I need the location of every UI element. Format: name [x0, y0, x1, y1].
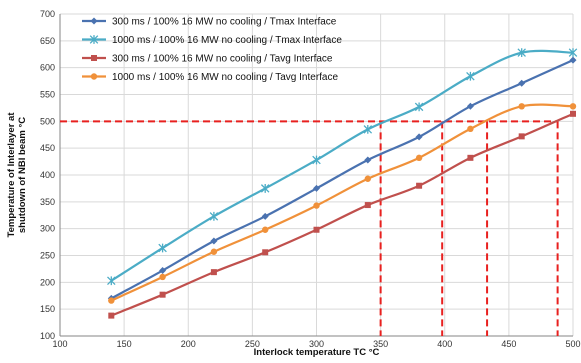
x-tick-label: 100 [52, 339, 67, 349]
y-axis-title-line: shutdown of NBI beam °C [17, 117, 28, 233]
data-point [261, 212, 269, 220]
legend-label: 1000 ms / 100% 16 MW no cooling / Tavg I… [112, 72, 338, 83]
x-tick-label: 450 [501, 339, 516, 349]
data-point [108, 312, 115, 319]
legend-marker [90, 73, 98, 80]
x-tick-label: 350 [373, 339, 388, 349]
x-tick-label: 300 [309, 339, 324, 349]
data-point [262, 249, 269, 256]
data-point [518, 79, 526, 87]
data-point [415, 133, 423, 141]
x-tick-label: 250 [245, 339, 260, 349]
legend-item: 300 ms / 100% 16 MW no cooling / Tmax In… [82, 17, 337, 28]
series-4 [108, 103, 577, 304]
data-point [158, 243, 167, 253]
data-point [209, 211, 219, 221]
data-point [210, 237, 218, 245]
data-point [312, 155, 321, 165]
series-line [110, 49, 574, 282]
legend-item: 300 ms / 100% 16 MW no cooling / Tavg In… [82, 54, 333, 65]
y-axis-title: Temperature of Interlayer atshutdown of … [6, 112, 28, 238]
y-tick-label: 100 [40, 331, 55, 341]
x-tick-label: 150 [117, 339, 132, 349]
data-point [518, 103, 525, 110]
x-tick-label: 400 [437, 339, 452, 349]
data-point [364, 202, 371, 209]
data-point [313, 226, 320, 233]
data-point [467, 125, 474, 133]
y-tick-label: 300 [40, 224, 55, 234]
data-point [569, 56, 577, 64]
y-tick-label: 150 [40, 304, 55, 314]
series-2 [107, 48, 578, 286]
data-point [364, 156, 372, 164]
data-point [159, 291, 166, 298]
x-tick-label: 200 [181, 339, 196, 349]
data-point [210, 248, 218, 255]
series-group [107, 48, 578, 319]
data-point [518, 133, 525, 140]
series-line [110, 59, 574, 300]
data-point [159, 267, 167, 275]
y-tick-label: 450 [40, 143, 55, 153]
x-axis-title: Interlock temperature TC °C [254, 347, 380, 358]
data-point [107, 276, 116, 286]
y-tick-label: 350 [40, 197, 55, 207]
data-point [415, 154, 423, 162]
data-point [568, 48, 578, 58]
data-point [210, 269, 217, 276]
reference-lines [60, 120, 559, 336]
x-tick-label: 500 [565, 339, 580, 349]
y-tick-label: 650 [40, 36, 55, 46]
data-point [466, 71, 475, 81]
data-point [569, 103, 577, 110]
legend-label: 300 ms / 100% 16 MW no cooling / Tavg In… [112, 54, 333, 65]
legend-marker [89, 35, 99, 44]
data-point [363, 124, 373, 134]
series-line [110, 103, 574, 302]
legend-label: 300 ms / 100% 16 MW no cooling / Tmax In… [112, 17, 337, 28]
data-point [570, 110, 576, 117]
legend-marker [90, 17, 98, 25]
data-point [260, 184, 270, 193]
data-point [416, 182, 423, 189]
data-point [467, 154, 474, 161]
legend-marker [91, 55, 97, 61]
y-axis-title-line: Temperature of Interlayer at [6, 112, 17, 238]
data-point [414, 102, 424, 112]
y-tick-label: 700 [40, 9, 55, 19]
y-tick-label: 550 [40, 90, 55, 100]
data-point [159, 273, 166, 281]
data-point [466, 102, 474, 110]
y-tick-label: 250 [40, 251, 55, 261]
data-point [313, 202, 320, 209]
y-tick-label: 500 [40, 116, 55, 126]
legend-item: 1000 ms / 100% 16 MW no cooling / Tmax I… [82, 35, 342, 46]
series-3 [108, 110, 576, 319]
legend: 300 ms / 100% 16 MW no cooling / Tmax In… [82, 17, 342, 83]
data-point [364, 175, 371, 182]
series-1 [107, 56, 577, 302]
y-tick-label: 600 [40, 63, 55, 73]
data-point [517, 48, 526, 58]
legend-item: 1000 ms / 100% 16 MW no cooling / Tavg I… [82, 72, 338, 83]
data-point [108, 297, 115, 304]
legend-label: 1000 ms / 100% 16 MW no cooling / Tmax I… [112, 35, 342, 46]
data-point [313, 184, 320, 192]
data-point [262, 226, 269, 233]
tick-labels: 100 150 200 250 300 350 400 450 500 550 600 650 700 1… [40, 9, 581, 349]
y-tick-label: 400 [40, 170, 55, 180]
y-tick-label: 200 [40, 277, 55, 287]
series-line [110, 112, 574, 317]
